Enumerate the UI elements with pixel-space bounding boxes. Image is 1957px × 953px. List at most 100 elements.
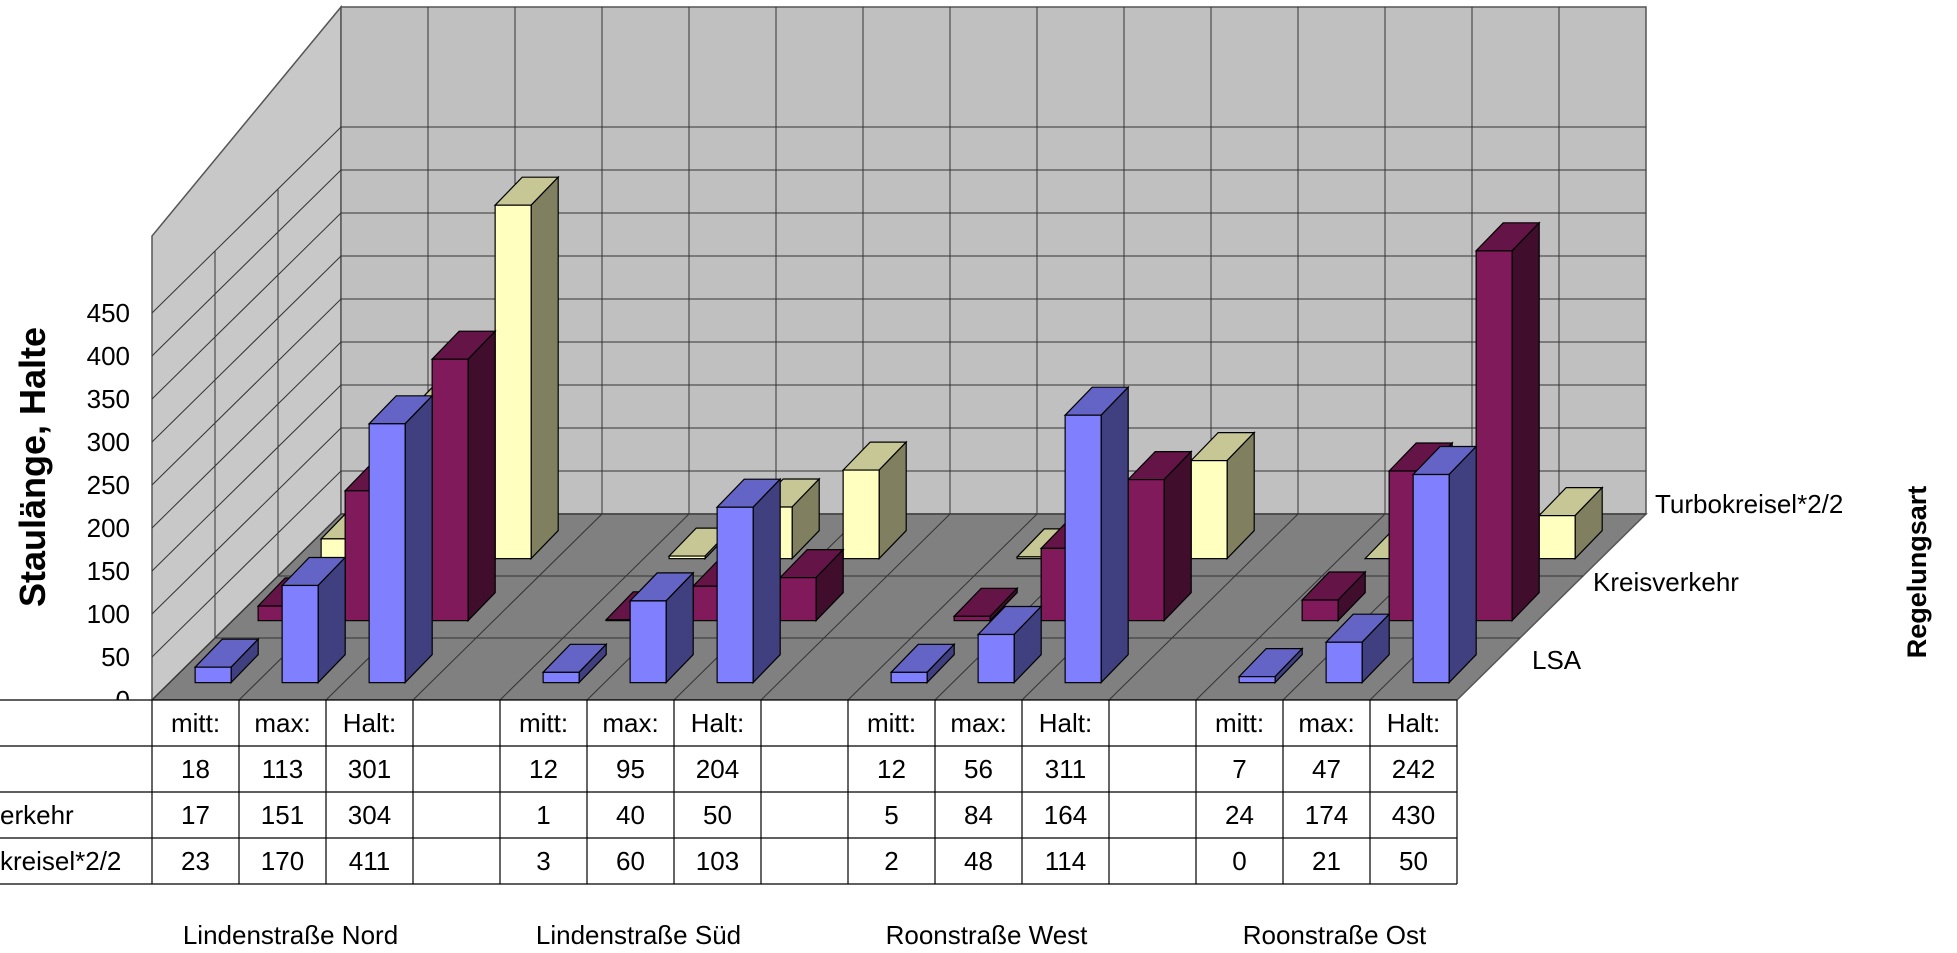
table-cell: 60 [616,846,645,876]
bar-front [1539,516,1575,559]
y-tick-label: 400 [87,341,130,371]
table-cell: 18 [181,754,210,784]
bar-front [1239,677,1275,683]
bar-front [1476,251,1512,621]
data-table: mitt: max: Halt: mitt: max: Halt: mitt: max: Hal… [0,700,1457,950]
table-cell: 23 [181,846,210,876]
depth-label: Turbokreisel*2/2 [1655,489,1843,519]
bar-front [780,578,816,621]
bar-front [978,634,1014,682]
bar-front [1128,480,1164,621]
bar-side [1449,447,1476,683]
y-tick-label: 450 [87,298,130,328]
table-cell: 56 [964,754,993,784]
bar-front [369,424,405,683]
table-cell: 95 [616,754,645,784]
y-axis-title: Staulänge, Halte [12,327,53,607]
table-cell: 164 [1044,800,1087,830]
bar-front [717,507,753,682]
y-tick-label: 300 [87,427,130,457]
bar-front [1326,642,1362,682]
table-cell: 113 [262,754,303,784]
table-cell: 50 [1399,846,1428,876]
table-header: mitt: [867,708,916,738]
table-cell: 40 [616,800,645,830]
bar-front [891,672,927,682]
bar-side [1101,387,1128,682]
table-row-label: kreisel*2/2 [0,846,121,876]
bar-front [954,616,990,620]
table-header: max: [950,708,1006,738]
bar [717,479,780,682]
bar-side [405,396,432,683]
bar-front [1191,461,1227,559]
table-cell: 12 [877,754,906,784]
bar-front [1413,475,1449,683]
depth-label: Kreisverkehr [1593,567,1739,597]
bar-front [432,359,468,620]
table-cell: 50 [703,800,732,830]
table-header: Halt: [343,708,396,738]
table-cell: 301 [348,754,391,784]
table-cell: 12 [529,754,558,784]
table-cell: 7 [1232,754,1246,784]
y-tick-label: 100 [87,599,130,629]
bar-front [543,672,579,682]
bar [432,331,495,620]
category-label: Roonstraße West [886,920,1089,950]
table-header: max: [602,708,658,738]
bar-side [753,479,780,682]
bar-side [1512,223,1539,621]
table-cell: 47 [1312,754,1341,784]
table-header: Halt: [691,708,744,738]
bar [1413,447,1476,683]
bar [1128,452,1191,621]
table-cell: 170 [261,846,304,876]
table-cell: 242 [1392,754,1435,784]
category-label: Roonstraße Ost [1243,920,1427,950]
table-header: Halt: [1387,708,1440,738]
table-row-label: erkehr [0,800,74,830]
table-cell: 48 [964,846,993,876]
bar-side [531,177,558,558]
bar-side [468,331,495,620]
table-header: max: [254,708,310,738]
bar-front [495,205,531,558]
bar-front [1302,600,1338,621]
table-cell: 1 [536,800,550,830]
table-cell: 21 [1312,846,1341,876]
table-cell: 204 [696,754,739,784]
table-cell: 3 [536,846,550,876]
category-label: Lindenstraße Süd [536,920,741,950]
table-cell: 174 [1305,800,1348,830]
table-cell: 114 [1045,846,1086,876]
bar [495,177,558,558]
bar-front [1065,415,1101,682]
table-cell: 311 [1045,754,1086,784]
bar-front [630,601,666,683]
bar [282,558,345,683]
table-header: max: [1298,708,1354,738]
bar-front [282,585,318,682]
bar [843,442,906,559]
table-header: mitt: [519,708,568,738]
table-cell: 5 [884,800,898,830]
depth-label: LSA [1532,645,1582,675]
table-cell: 0 [1232,846,1246,876]
table-cell: 24 [1225,800,1254,830]
y-tick-label: 250 [87,470,130,500]
bar [1065,387,1128,682]
table-header: Halt: [1039,708,1092,738]
bar-side [1164,452,1191,621]
table-cell: 411 [349,846,390,876]
table-cell: 430 [1392,800,1435,830]
table-header: mitt: [1215,708,1264,738]
category-label: Lindenstraße Nord [183,920,398,950]
y-tick-label: 200 [87,513,130,543]
bar-front [195,667,231,682]
bar [1476,223,1539,621]
table-cell: 84 [964,800,993,830]
table-cell: 151 [261,800,304,830]
y-tick-label: 350 [87,384,130,414]
